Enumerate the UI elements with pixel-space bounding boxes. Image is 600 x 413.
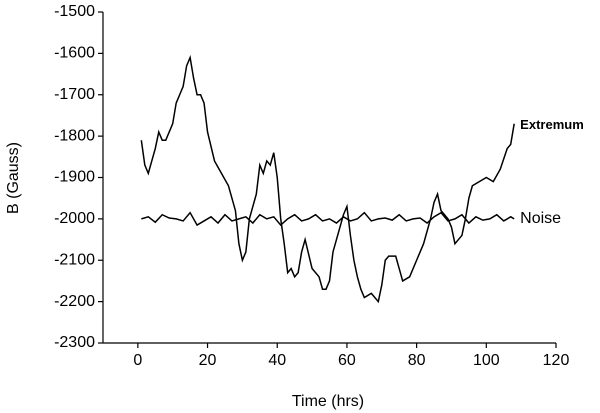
y-tick-label: -1600 [54,45,95,62]
y-tick-label: -1900 [54,169,95,186]
y-tick-label: -2200 [54,293,95,310]
series-label: Noise [520,210,561,227]
series-label: Extremum [520,117,584,132]
y-tick-label: -1500 [54,3,95,20]
y-tick-label: -1700 [54,86,95,103]
x-tick-label: 0 [133,352,142,369]
x-tick-label: 120 [543,352,570,369]
x-tick-label: 60 [338,352,356,369]
y-tick-label: -2100 [54,251,95,268]
x-tick-label: 20 [199,352,217,369]
x-axis-label: Time (hrs) [292,393,364,410]
x-tick-label: 40 [268,352,286,369]
y-tick-label: -2000 [54,210,95,227]
y-tick-label: -2300 [54,334,95,351]
x-tick-label: 80 [408,352,426,369]
line-series [141,211,515,227]
line-series [140,54,515,304]
y-axis-label: B (Gauss) [5,142,22,214]
x-tick-label: 100 [473,352,500,369]
y-tick-label: -1800 [54,127,95,144]
